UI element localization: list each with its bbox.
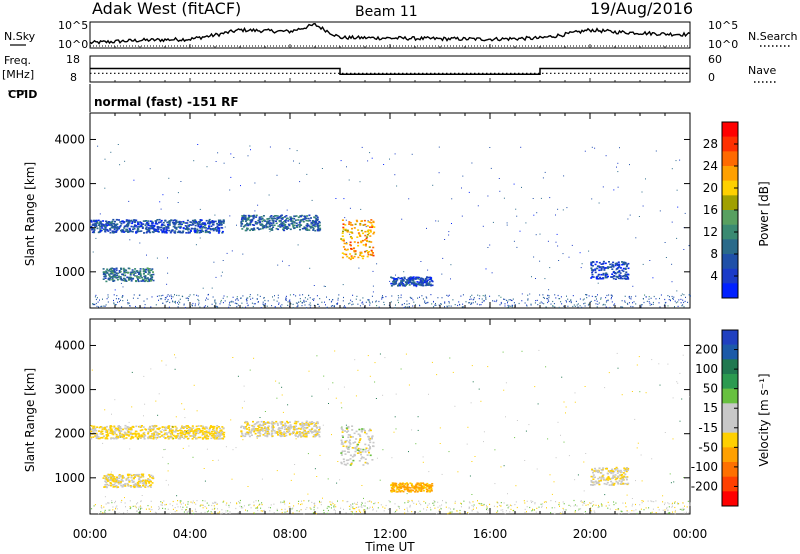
nsky-label: N.Sky xyxy=(4,30,36,43)
velocity-colorbar-label: Velocity [m s⁻¹] xyxy=(757,373,771,466)
colorbar-segment xyxy=(722,345,738,360)
velocity-echo-region xyxy=(90,425,225,440)
colorbar-segment xyxy=(722,433,738,448)
colorbar-tick-label: 24 xyxy=(703,159,718,173)
colorbar-segment xyxy=(722,330,738,345)
colorbar-segment xyxy=(722,239,738,254)
x-axis-title: Time UT xyxy=(364,540,415,554)
colorbar-segment xyxy=(722,418,738,433)
colorbar-segment xyxy=(722,403,738,418)
nave-tick-bottom: 0 xyxy=(708,71,715,84)
colorbar-segment xyxy=(722,254,738,269)
power-ytick-label: 3000 xyxy=(54,177,85,191)
power-echo-region xyxy=(90,219,225,234)
colorbar-segment xyxy=(722,122,738,137)
velocity-ytick-label: 4000 xyxy=(54,338,85,352)
nave-tick-top: 60 xyxy=(708,53,722,66)
freq-label: Freq. xyxy=(4,54,31,67)
colorbar-tick-label: 50 xyxy=(703,382,718,396)
velocity-ylabel: Slant Range [km] xyxy=(23,368,37,472)
colorbar-tick-label: -50 xyxy=(698,440,718,454)
colorbar-segment xyxy=(722,359,738,374)
nave-label: Nave xyxy=(748,64,776,77)
colorbar-segment xyxy=(722,477,738,492)
velocity-echo-region xyxy=(340,425,374,465)
cpid-label: CPID xyxy=(8,88,37,101)
colorbar-tick-label: 4 xyxy=(710,269,718,283)
colorbar-segment xyxy=(722,195,738,210)
colorbar-tick-label: 100 xyxy=(695,362,718,376)
colorbar-segment xyxy=(722,374,738,389)
power-echo-region xyxy=(340,219,375,260)
velocity-sparse-noise xyxy=(90,350,690,499)
station-title: Adak West (fitACF) xyxy=(92,0,241,18)
velocity-near-range-scatter xyxy=(91,500,691,514)
beam-title: Beam 11 xyxy=(355,4,418,20)
freq-tick-top: 18 xyxy=(66,53,80,66)
velocity-ytick-label: 2000 xyxy=(54,427,85,441)
colorbar-tick-label: 8 xyxy=(710,247,718,261)
colorbar-tick-label: -200 xyxy=(691,479,718,493)
cpid-text: normal (fast) -151 RF xyxy=(94,95,239,109)
power-echo-region xyxy=(390,276,434,286)
colorbar-segment xyxy=(722,166,738,181)
x-tick-label: 04:00 xyxy=(173,527,208,541)
nsky-tick-top: 10^5 xyxy=(58,19,88,32)
nsearch-label: N.Search xyxy=(748,30,798,43)
colorbar-segment xyxy=(722,491,738,506)
power-sparse-noise xyxy=(93,144,690,295)
colorbar-segment xyxy=(722,210,738,225)
nsky-series-line xyxy=(90,24,690,44)
power-ytick-label: 2000 xyxy=(54,221,85,235)
power-ytick-label: 1000 xyxy=(54,265,85,279)
date-title: 19/Aug/2016 xyxy=(590,0,693,18)
nsky-tick-bottom: 10^0 xyxy=(58,38,88,51)
power-echo-region xyxy=(240,215,321,232)
colorbar-tick-label: 15 xyxy=(703,401,718,415)
colorbar-tick-label: 20 xyxy=(703,181,718,195)
power-ylabel: Slant Range [km] xyxy=(23,162,37,266)
x-tick-label: 16:00 xyxy=(473,527,508,541)
power-colorbar-label: Power [dB] xyxy=(757,181,771,246)
velocity-echo-region xyxy=(590,467,629,486)
freq-unit: [MHz] xyxy=(2,68,34,81)
velocity-echo-region xyxy=(103,474,155,489)
nsearch-tick-bottom: 10^0 xyxy=(708,38,738,51)
colorbar-tick-label: 12 xyxy=(703,225,718,239)
velocity-echo-region xyxy=(240,421,321,438)
x-tick-label: 00:00 xyxy=(673,527,708,541)
power-echo-region xyxy=(103,267,155,282)
colorbar-tick-label: -100 xyxy=(691,460,718,474)
colorbar-segment xyxy=(722,389,738,404)
colorbar-segment xyxy=(722,151,738,166)
colorbar-segment xyxy=(722,462,738,477)
colorbar-tick-label: 16 xyxy=(703,203,718,217)
colorbar-tick-label: 200 xyxy=(695,343,718,357)
power-ytick-label: 4000 xyxy=(54,132,85,146)
colorbar-segment xyxy=(722,447,738,462)
x-tick-label: 20:00 xyxy=(573,527,608,541)
x-tick-label: 08:00 xyxy=(273,527,308,541)
nsearch-tick-top: 10^5 xyxy=(708,19,738,32)
x-tick-label: 12:00 xyxy=(373,527,408,541)
power-near-range-scatter xyxy=(92,294,691,308)
power-echo-region xyxy=(590,261,629,280)
freq-tick-bottom: 8 xyxy=(70,71,77,84)
colorbar-tick-label: 28 xyxy=(703,137,718,151)
colorbar-segment xyxy=(722,283,738,298)
velocity-ytick-label: 3000 xyxy=(54,383,85,397)
x-tick-label: 00:00 xyxy=(73,527,108,541)
colorbar-tick-label: -15 xyxy=(698,421,718,435)
velocity-ytick-label: 1000 xyxy=(54,471,85,485)
